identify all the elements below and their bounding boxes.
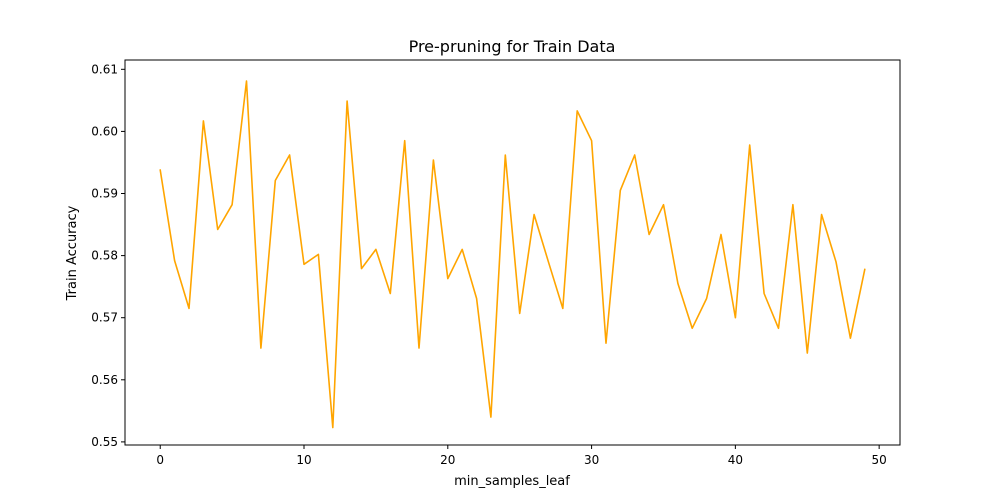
y-tick-label: 0.60	[91, 124, 118, 138]
y-tick-label: 0.58	[91, 249, 118, 263]
x-tick-label: 30	[584, 453, 599, 467]
x-tick-label: 40	[728, 453, 743, 467]
y-tick-label: 0.56	[91, 373, 118, 387]
y-tick-label: 0.61	[91, 62, 118, 76]
y-tick-label: 0.57	[91, 311, 118, 325]
y-tick-label: 0.59	[91, 187, 118, 201]
series-line	[159, 80, 866, 429]
x-tick-label: 0	[156, 453, 164, 467]
x-tick-label: 10	[296, 453, 311, 467]
x-tick-label: 50	[872, 453, 887, 467]
y-tick-label: 0.55	[91, 435, 118, 449]
plot-area-frame	[124, 59, 901, 446]
chart-title: Pre-pruning for Train Data	[409, 37, 616, 56]
y-axis-label: Train Accuracy	[65, 205, 80, 301]
x-tick-label: 20	[440, 453, 455, 467]
y-axis-ticks: 0.55 0.56 0.57 0.58 0.59 0.60 0.61	[91, 62, 125, 449]
x-axis-ticks: 0 10 20 30 40 50	[156, 445, 887, 467]
x-axis-label: min_samples_leaf	[454, 474, 570, 489]
